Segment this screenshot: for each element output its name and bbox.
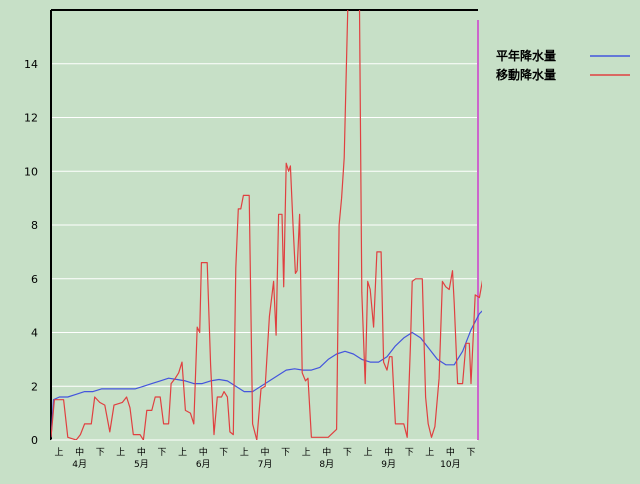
series-line-normal — [51, 310, 482, 438]
y-tick-label: 0 — [31, 434, 38, 447]
series-layer — [51, 10, 482, 440]
y-tick-label: 10 — [24, 165, 38, 178]
x-period-tick-label: 中 — [260, 446, 269, 458]
x-period-tick-label: 上 — [425, 447, 434, 458]
x-period-tick-label: 中 — [384, 446, 393, 458]
x-period-tick-label: 下 — [281, 448, 290, 458]
x-period-tick-label: 中 — [446, 446, 455, 458]
y-tick-label: 2 — [31, 380, 38, 393]
x-month-label: 8月 — [319, 459, 334, 470]
legend-label: 移動降水量 — [496, 67, 556, 82]
x-month-label: 9月 — [381, 459, 396, 470]
x-month-label: 10月 — [440, 459, 460, 470]
x-period-tick-label: 下 — [343, 448, 352, 458]
x-month-label: 4月 — [72, 459, 87, 470]
y-tick-label: 6 — [31, 273, 38, 286]
x-period-tick-label: 上 — [363, 447, 372, 458]
x-period-tick-label: 上 — [54, 447, 63, 458]
x-month-label: 7月 — [258, 459, 273, 470]
series-line-moving — [51, 10, 482, 440]
x-period-tick-label: 中 — [75, 446, 84, 458]
x-period-tick-label: 上 — [302, 447, 311, 458]
grid-layer — [51, 63, 478, 387]
x-month-label: 5月 — [134, 459, 149, 470]
x-period-tick-label: 下 — [405, 448, 414, 458]
axis-layer: 02468101214上中下上中下上中下上中下上中下上中下上中下4月 5月 6月 7月… — [24, 9, 479, 470]
x-month-label: 6月 — [196, 459, 211, 470]
y-tick-label: 12 — [24, 112, 38, 125]
x-period-tick-label: 中 — [199, 446, 208, 458]
x-period-tick-label: 下 — [466, 448, 475, 458]
y-tick-label: 4 — [31, 327, 38, 340]
y-tick-label: 8 — [31, 219, 38, 232]
legend-label: 平年降水量 — [496, 48, 556, 63]
y-tick-label: 14 — [24, 58, 38, 71]
x-period-tick-label: 下 — [96, 448, 105, 458]
x-period-tick-label: 下 — [157, 448, 166, 458]
x-period-tick-label: 上 — [116, 447, 125, 458]
x-period-tick-label: 上 — [178, 447, 187, 458]
x-period-tick-label: 上 — [240, 447, 249, 458]
x-period-tick-label: 下 — [219, 448, 228, 458]
x-period-tick-label: 中 — [137, 446, 146, 458]
x-period-tick-label: 中 — [322, 446, 331, 458]
